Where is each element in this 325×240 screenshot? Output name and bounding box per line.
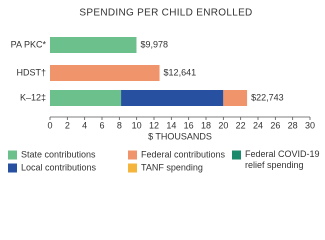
x-tick-label: 4 — [82, 120, 87, 130]
legend-swatch — [8, 150, 17, 160]
x-tick-label: 0 — [47, 120, 52, 130]
x-tick-label: 12 — [149, 120, 159, 130]
total-label: $12,641 — [164, 67, 197, 77]
x-tick-label: 2 — [65, 120, 70, 130]
x-tick-label: 24 — [253, 120, 263, 130]
chart: SPENDING PER CHILD ENROLLED $ THOUSANDS … — [8, 8, 320, 173]
bar-segment — [50, 37, 137, 53]
legend-swatch — [8, 163, 17, 173]
x-tick-label: 28 — [288, 120, 298, 130]
x-tick-label: 8 — [117, 120, 122, 130]
chart-title: SPENDING PER CHILD ENROLLED — [79, 8, 252, 19]
legend-swatch — [232, 150, 241, 160]
y-tick-label: HDST† — [16, 67, 46, 77]
y-tick-label: PA PKC* — [11, 39, 47, 49]
x-tick-label: 22 — [236, 120, 246, 130]
legend-swatch — [128, 163, 137, 173]
x-axis-label: $ THOUSANDS — [148, 131, 212, 141]
x-tick-label: 20 — [218, 120, 228, 130]
x-tick-label: 6 — [99, 120, 104, 130]
bar-segment — [121, 90, 224, 106]
legend-label: State contributions — [21, 149, 96, 159]
x-tick-label: 18 — [201, 120, 211, 130]
bar-segment — [50, 90, 122, 106]
x-tick-label: 14 — [166, 120, 176, 130]
y-tick-label: K–12‡ — [20, 92, 46, 102]
x-tick-label: 26 — [270, 120, 280, 130]
bar-segment — [223, 90, 248, 106]
legend-label: TANF spending — [141, 162, 203, 172]
x-tick-label: 10 — [132, 120, 142, 130]
x-tick-label: 16 — [184, 120, 194, 130]
legend-label: Local contributions — [21, 162, 97, 172]
legend-swatch — [128, 150, 137, 160]
legend-label: Federal COVID-19 relief spending — [245, 149, 320, 170]
total-label: $9,978 — [140, 39, 168, 49]
bar-segment — [50, 65, 160, 81]
total-label: $22,743 — [251, 92, 284, 102]
x-tick-label: 30 — [305, 120, 315, 130]
legend-label: Federal contributions — [141, 149, 226, 159]
